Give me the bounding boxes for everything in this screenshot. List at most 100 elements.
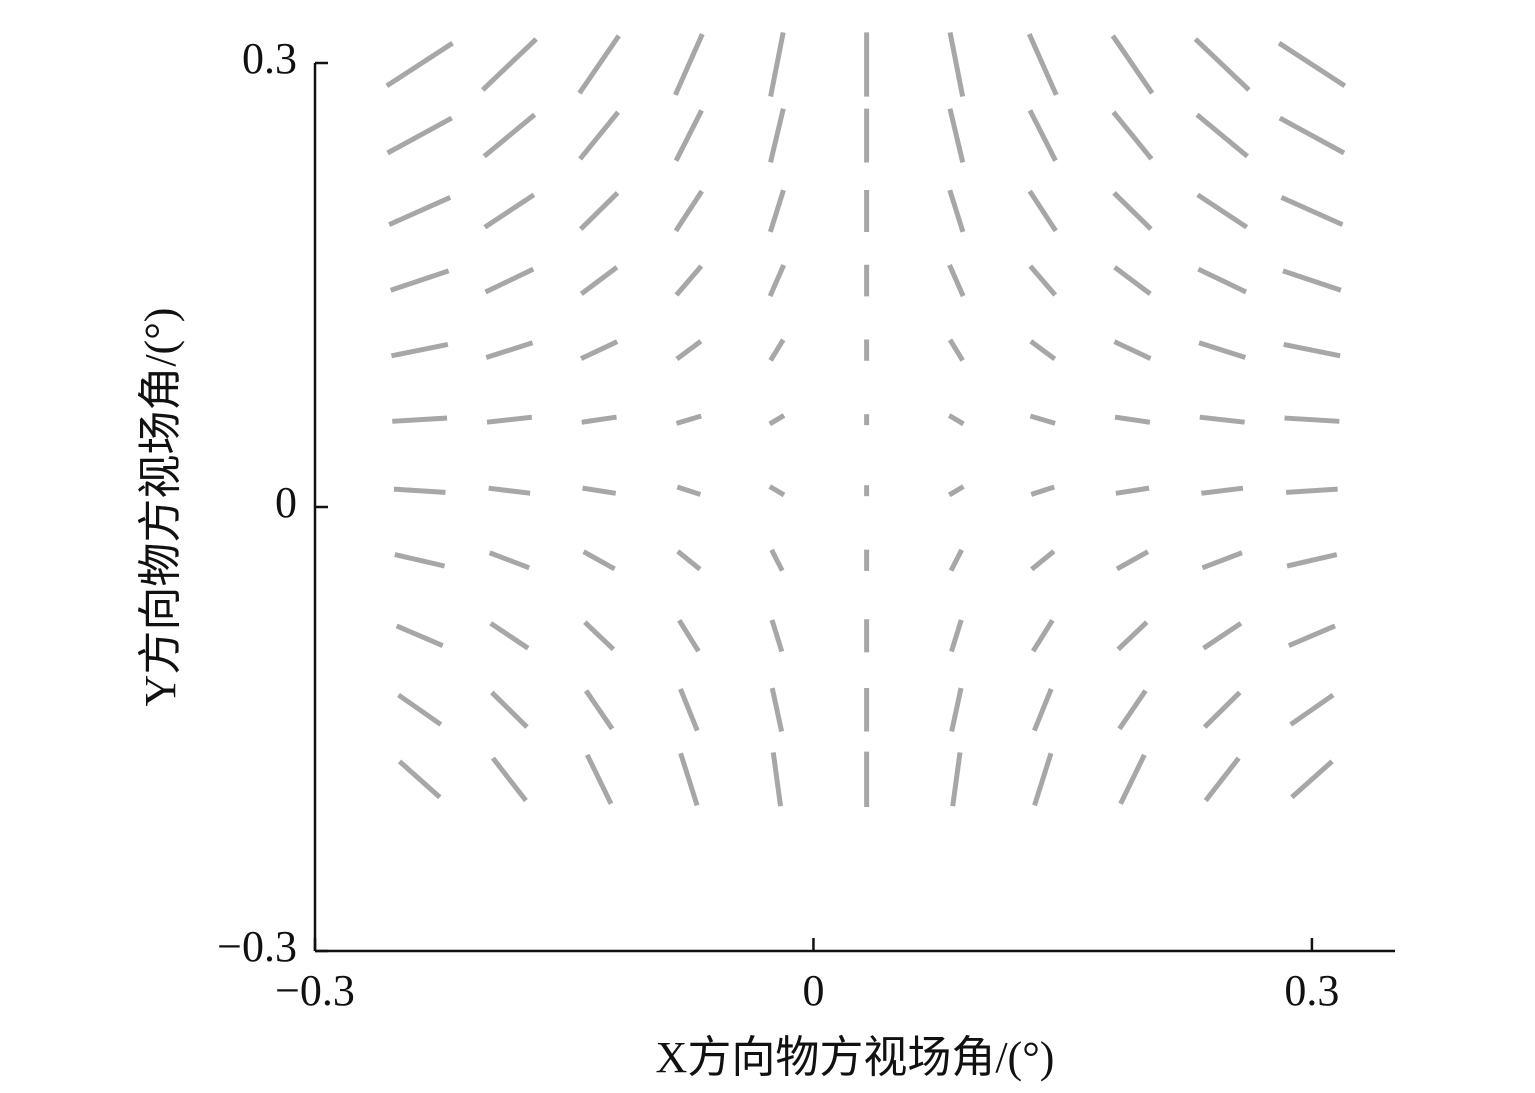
field-segment xyxy=(1278,115,1346,156)
field-segment xyxy=(1031,618,1055,653)
field-segment xyxy=(1287,623,1336,648)
field-segment xyxy=(488,550,531,571)
field-segment xyxy=(1195,112,1249,159)
field-segment xyxy=(578,110,621,161)
field-segment xyxy=(770,752,784,807)
field-segment xyxy=(397,759,442,800)
field-segment xyxy=(578,191,620,231)
field-segment xyxy=(1113,265,1152,296)
field-segment xyxy=(678,752,700,807)
field-segment xyxy=(1116,620,1149,652)
field-segment xyxy=(1027,189,1058,233)
field-segment xyxy=(947,108,966,163)
field-segment xyxy=(676,484,702,497)
field-segment xyxy=(483,192,536,230)
y-tick-label: 0 xyxy=(275,478,297,527)
field-segment xyxy=(393,486,446,495)
field-segment xyxy=(489,621,530,651)
field-segment xyxy=(767,263,787,298)
field-segment xyxy=(1202,690,1242,729)
field-segment xyxy=(580,339,619,361)
field-segment xyxy=(674,264,704,297)
field-segment xyxy=(1110,34,1155,95)
x-tick-label: 0.3 xyxy=(1284,966,1339,1015)
field-segment xyxy=(947,338,965,362)
field-segment xyxy=(675,413,702,426)
field-segment xyxy=(584,689,615,731)
field-segment xyxy=(1027,109,1058,162)
field-segment xyxy=(488,485,531,496)
field-segment xyxy=(577,34,621,95)
field-segment xyxy=(1032,752,1054,807)
field-segment xyxy=(948,548,964,572)
field-segment xyxy=(1032,688,1054,732)
field-segment xyxy=(947,263,966,298)
field-segment xyxy=(584,753,614,805)
field-segment xyxy=(582,485,617,496)
field-segment xyxy=(1282,268,1342,293)
field-segment xyxy=(947,484,965,498)
field-segment xyxy=(1193,37,1251,92)
field-segment xyxy=(581,414,617,425)
field-segment xyxy=(490,756,528,803)
field-segment xyxy=(768,108,786,163)
field-segment xyxy=(769,548,785,572)
field-segment xyxy=(767,189,786,233)
field-segment xyxy=(1198,340,1247,360)
field-segment xyxy=(1111,110,1154,161)
field-segment xyxy=(1196,192,1249,230)
field-segment xyxy=(1030,484,1056,497)
field-segment xyxy=(676,549,702,572)
field-segment xyxy=(947,413,965,427)
field-segment xyxy=(1029,339,1057,362)
field-segment xyxy=(1028,264,1058,297)
field-segment xyxy=(1115,549,1150,572)
x-tick-label: −0.3 xyxy=(275,966,355,1015)
field-segment xyxy=(395,623,444,648)
field-segment xyxy=(1118,753,1147,805)
field-segment xyxy=(386,115,453,156)
field-segment xyxy=(1286,552,1338,569)
field-segment xyxy=(768,413,786,427)
field-segment xyxy=(1199,414,1245,425)
y-tick-label: −0.3 xyxy=(217,922,297,971)
field-segment xyxy=(1280,195,1344,227)
field-segment xyxy=(768,31,786,98)
field-segment xyxy=(392,415,448,424)
field-segment xyxy=(769,619,785,653)
x-axis-label: X方向物方视场角/(°) xyxy=(656,1033,1055,1082)
field-segment xyxy=(484,266,535,295)
field-segment xyxy=(1203,756,1241,803)
field-segment xyxy=(1201,485,1244,496)
field-segment xyxy=(1026,33,1059,96)
x-tick-label: 0 xyxy=(802,966,824,1015)
field-segment xyxy=(480,37,538,92)
field-segment xyxy=(1286,486,1338,495)
field-segment xyxy=(385,41,454,88)
field-segment xyxy=(1284,415,1340,424)
field-segment xyxy=(1290,759,1334,800)
field-segment xyxy=(673,109,704,162)
y-axis-label: Y方向物方视场角/(°) xyxy=(136,308,185,707)
field-segment xyxy=(394,552,446,569)
y-tick-label: 0.3 xyxy=(242,34,297,83)
field-segment xyxy=(1201,550,1243,571)
field-segment xyxy=(947,31,966,98)
field-segment xyxy=(768,484,786,498)
field-segment xyxy=(486,414,533,425)
field-segment xyxy=(1030,549,1056,572)
field-segment xyxy=(388,195,452,227)
field-segment xyxy=(1113,339,1152,361)
field-segment xyxy=(675,339,703,362)
field-segment xyxy=(1114,414,1151,425)
field-segment xyxy=(1277,41,1347,88)
field-segment xyxy=(673,33,705,96)
field-segment xyxy=(673,189,704,233)
field-segment xyxy=(583,620,616,652)
field-segment xyxy=(1117,689,1148,731)
field-segment xyxy=(490,690,529,729)
field-segment xyxy=(947,189,966,233)
field-segment xyxy=(768,338,786,362)
